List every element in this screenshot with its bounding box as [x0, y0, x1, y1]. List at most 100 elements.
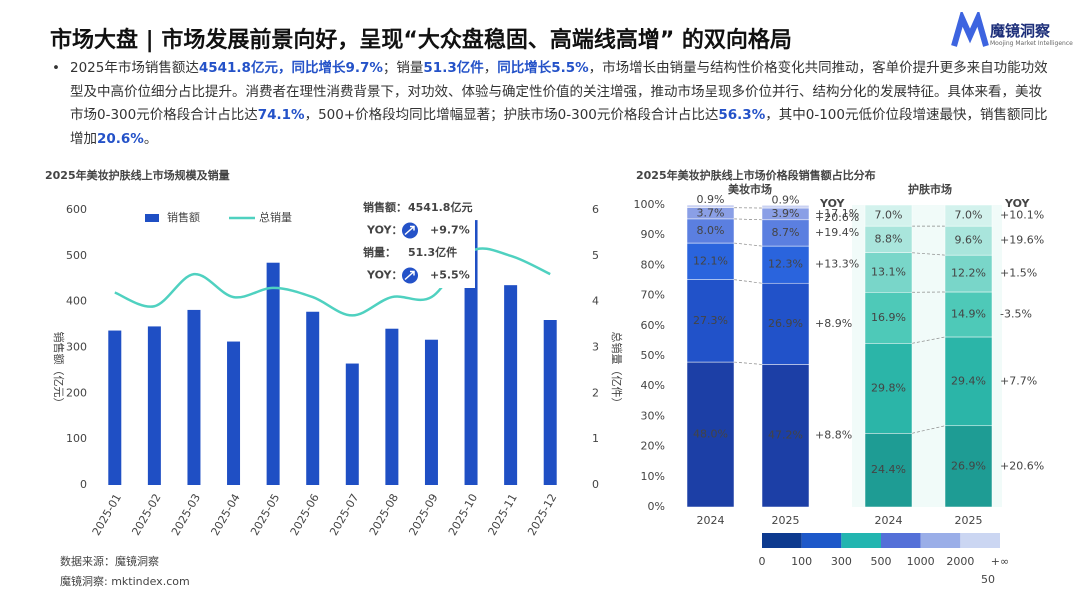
connector — [733, 279, 763, 284]
x-tick-label: 2025-02 — [129, 492, 163, 538]
annotation-label: 销售额： — [363, 200, 407, 214]
y-tick-label: 300 — [66, 341, 87, 354]
y-tick-label: 100 — [66, 432, 87, 445]
y2-tick-label: 3 — [592, 341, 599, 354]
summary-text: 51.3亿件 — [423, 60, 484, 76]
value-label: 12.1% — [693, 254, 728, 267]
y-tick-label: 80% — [641, 258, 665, 271]
value-label: 13.1% — [871, 265, 906, 278]
value-label: 47.2% — [768, 429, 803, 442]
connector — [733, 218, 763, 221]
value-label: 27.3% — [693, 314, 728, 327]
value-label: 29.8% — [871, 381, 906, 394]
legend-swatch — [762, 533, 802, 548]
x-tick-label: 2025-04 — [208, 492, 242, 538]
y-tick-label: 600 — [66, 203, 87, 216]
legend-swatch — [145, 214, 159, 222]
yoy-label: +10.1% — [1000, 209, 1044, 222]
chart-title: 2025年美妆护肤线上市场规模及销量 — [45, 168, 230, 182]
x-tick-label: 2024 — [875, 514, 903, 527]
value-label: 8.7% — [772, 226, 800, 239]
value-label: 3.9% — [772, 207, 800, 220]
yoy-label: +17.1% — [815, 207, 859, 220]
bar — [306, 311, 320, 485]
summary-text: ，市场增长由销量与结构性价格变化共同推动，客单价提升更多来自功能功效型及中高价位… — [70, 60, 1048, 123]
summary-text: 20.6% — [97, 130, 144, 147]
title: 市场大盘 | 市场发展前景向好，呈现“大众盘稳固、高端线高增” 的双向格局 — [50, 28, 792, 53]
yoy-label: +7.7% — [1000, 374, 1037, 387]
y2-tick-label: 4 — [592, 295, 599, 308]
yoy-label: +8.9% — [815, 317, 852, 330]
bar-segment — [686, 204, 735, 208]
value-label: 26.9% — [768, 317, 803, 330]
value-label: 26.9% — [951, 459, 986, 472]
page-number: 50 — [981, 573, 995, 586]
yoy-label: +13.3% — [815, 258, 859, 271]
bar — [266, 262, 280, 485]
value-label: 7.0% — [955, 209, 983, 222]
summary-text: ，500+价格段均同比增幅显著；护肤市场0-300元价格段合计占比达 — [304, 107, 719, 123]
value-label: 3.7% — [697, 206, 725, 219]
y-tick-label: 100% — [634, 198, 665, 211]
legend-label: +∞ — [991, 555, 1009, 568]
value-label: 8.8% — [875, 232, 903, 245]
x-tick-label: 2025-10 — [446, 491, 480, 537]
yoy-label: +20.6% — [815, 211, 859, 224]
x-tick-label: 2025-01 — [90, 492, 124, 538]
arrow-icon — [404, 225, 415, 236]
value-label: 24.4% — [871, 463, 906, 476]
summary: 2025年市场销售额达4541.8亿元，同比增长9.7%；销量51.3亿件，同比… — [70, 57, 1055, 151]
x-tick-label: 2025-06 — [288, 492, 322, 538]
connector — [911, 425, 946, 434]
value-label: 14.9% — [951, 307, 986, 320]
bar-segment — [864, 252, 913, 293]
annotation-value: 51.3亿件 — [408, 245, 457, 259]
y-tick-label: 60% — [641, 319, 665, 332]
summary-text: 56.3% — [718, 107, 766, 123]
bar-segment — [944, 291, 993, 338]
summary-text: 4541.8亿元，同比增长9.7% — [198, 60, 383, 76]
source: 数据来源：魔镜洞察 — [60, 554, 159, 568]
site: 魔镜洞察: mktindex.com — [60, 574, 190, 588]
bar-segment — [864, 204, 913, 227]
bar — [385, 328, 399, 485]
y2-tick-label: 5 — [592, 249, 599, 262]
x-tick-label: 2025 — [955, 514, 983, 527]
y-tick-label: 0 — [80, 478, 87, 491]
annotation-value: +9.7% — [430, 224, 470, 237]
bar-segment — [686, 218, 735, 244]
y2-axis-label: 总销量（亿件） — [610, 332, 624, 409]
summary-text: 。 — [143, 130, 158, 147]
legend-label: 销售额 — [167, 210, 200, 224]
y-tick-label: 400 — [66, 295, 87, 308]
bar — [345, 363, 359, 485]
legend-label: 2000 — [946, 555, 974, 568]
x-tick-label: 2025-03 — [169, 492, 203, 538]
annotation-label: YOY： — [366, 269, 403, 282]
y-tick-label: 40% — [641, 379, 665, 392]
legend-label: 500 — [871, 555, 892, 568]
connector — [733, 361, 763, 365]
legend-label: 总销量 — [259, 210, 292, 224]
x-tick-label: 2025-07 — [327, 492, 361, 538]
bar — [187, 309, 201, 485]
legend-swatch — [881, 533, 921, 548]
annotation-label: 销量： — [363, 245, 396, 259]
logo: 魔镜洞察 — [990, 22, 1051, 40]
summary-text: ，其中0-100元低价位段增速最快，销售额同比增加 — [70, 107, 1048, 147]
y-tick-label: 30% — [641, 409, 665, 422]
value-label: 0.9% — [697, 193, 725, 206]
yoy-label: +19.4% — [815, 226, 859, 239]
legend-swatch — [801, 533, 842, 548]
y-tick-label: 70% — [641, 289, 665, 302]
bar — [108, 330, 122, 485]
value-label: 8.0% — [697, 224, 725, 237]
logo-sub: Moojing Market Intelligence — [990, 40, 1073, 47]
value-label: 16.9% — [871, 311, 906, 324]
bar-segment — [761, 364, 810, 508]
legend-swatch — [841, 533, 881, 548]
y-tick-label: 0% — [648, 500, 665, 513]
y-tick-label: 200 — [66, 386, 87, 399]
summary-text: 74.1% — [257, 107, 305, 123]
